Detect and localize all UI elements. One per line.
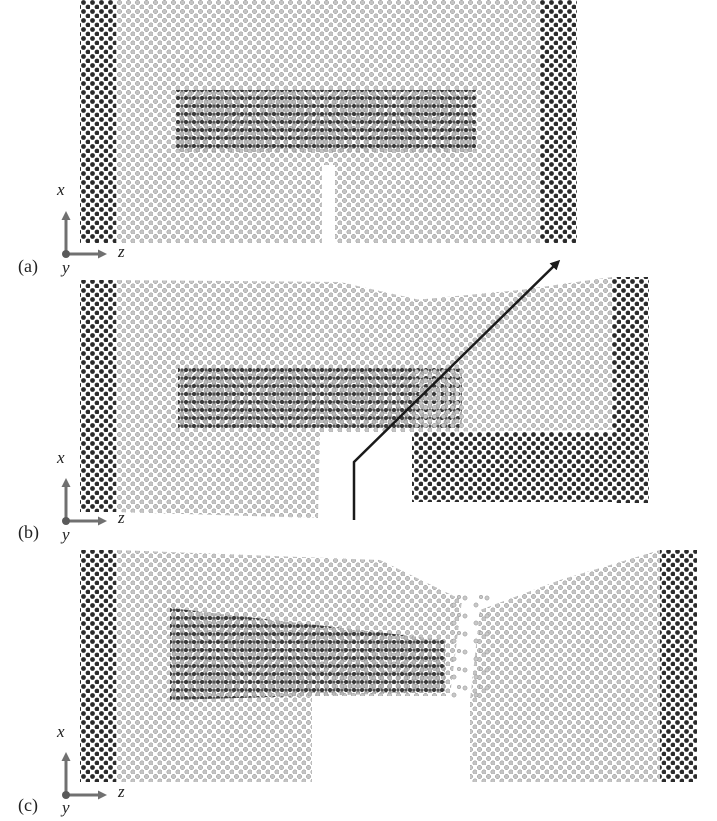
panel-c-right-matrix: [470, 550, 660, 782]
axis-triad-a: [61, 211, 107, 259]
panel-b-crack-gap: [322, 432, 410, 522]
crack-path-arrow: [352, 259, 561, 520]
panel-a-right-boundary: [540, 0, 577, 243]
panel-c-right-boundary: [660, 550, 697, 782]
panel-b-left-boundary: [80, 280, 116, 512]
axis-triad-b: [61, 478, 107, 526]
axis-label-z-a: z: [118, 242, 125, 261]
y-axis-dot-icon: [62, 791, 70, 799]
axis-label-x-a: x: [57, 180, 65, 199]
panel-c-separated-gap-atoms: [450, 592, 490, 702]
axis-label-x-c: x: [57, 722, 65, 741]
panel-b: [80, 259, 649, 522]
panel-a-inclusion: [176, 90, 476, 152]
panel-label-c: (c): [18, 795, 38, 815]
axis-label-x-b: x: [57, 448, 65, 467]
panel-label-a: (a): [18, 256, 38, 276]
panel-c-notch: [312, 698, 470, 786]
panel-label-b: (b): [18, 522, 39, 542]
panel-c-inclusion: [170, 608, 445, 700]
panel-a-left-boundary: [80, 0, 116, 243]
panel-b-right-boundary: [612, 277, 649, 503]
panel-c-left-boundary: [80, 550, 116, 782]
axis-label-z-b: z: [118, 508, 125, 527]
panel-a: [80, 0, 577, 245]
y-axis-dot-icon: [62, 517, 70, 525]
axis-label-y-c: y: [62, 798, 70, 817]
panel-b-right-dark-block: [412, 432, 612, 502]
panel-c: [80, 550, 697, 786]
panel-a-notch: [322, 165, 335, 245]
y-axis-dot-icon: [62, 250, 70, 258]
axis-label-z-c: z: [118, 782, 125, 801]
axis-label-y-b: y: [62, 525, 70, 544]
panel-b-right-matrix: [415, 277, 612, 432]
axis-label-y-a: y: [62, 258, 70, 277]
panel-b-inclusion: [178, 368, 462, 428]
axis-triad-c: [61, 752, 107, 800]
